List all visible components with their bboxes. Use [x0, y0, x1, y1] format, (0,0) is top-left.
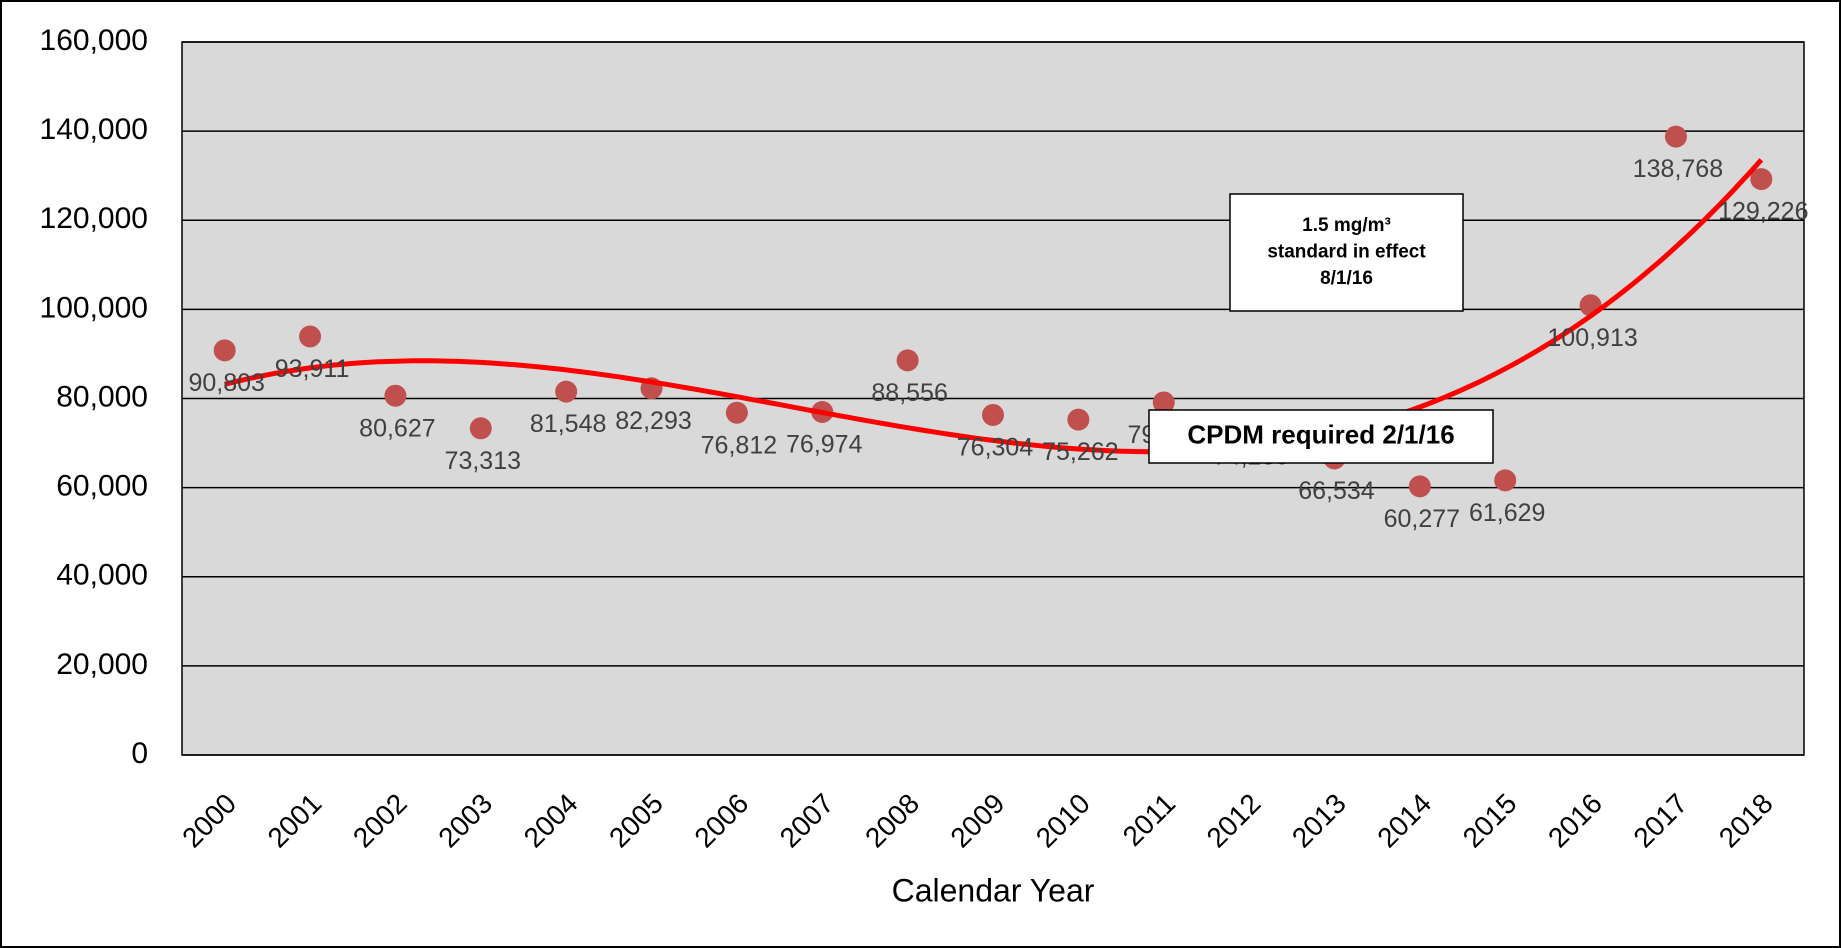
data-label: 82,293: [615, 407, 691, 435]
data-label: 60,277: [1384, 505, 1460, 533]
data-label: 81,548: [530, 410, 606, 438]
data-point: [213, 339, 236, 362]
data-point: [896, 349, 919, 372]
data-label: 61,629: [1469, 499, 1545, 527]
data-point: [384, 384, 407, 407]
y-tick-label: 80,000: [56, 380, 148, 413]
data-label: 75,262: [1042, 438, 1118, 466]
data-point: [725, 401, 748, 424]
annotation-text: 8/1/16: [1320, 268, 1373, 289]
y-tick-label: 40,000: [56, 559, 148, 592]
y-tick-label: 160,000: [40, 24, 148, 57]
annotation-text: CPDM required 2/1/16: [1187, 419, 1454, 449]
data-point: [1152, 391, 1175, 414]
y-tick-label: 120,000: [40, 202, 148, 235]
data-label: 90,803: [188, 369, 264, 397]
data-point: [1750, 168, 1773, 191]
data-label: 138,768: [1633, 155, 1723, 183]
data-label: 93,911: [275, 355, 350, 383]
annotation-text: 1.5 mg/m³: [1302, 215, 1391, 236]
y-tick-label: 0: [131, 737, 148, 770]
data-label: 76,304: [957, 434, 1034, 462]
data-point: [555, 380, 578, 403]
data-point: [469, 417, 492, 440]
annotation-text: standard in effect: [1267, 242, 1426, 263]
data-label: 76,812: [701, 431, 777, 459]
data-label: 73,313: [445, 447, 521, 475]
data-point: [1067, 408, 1090, 431]
data-point: [299, 325, 322, 348]
data-label: 100,913: [1547, 324, 1637, 352]
data-point: [982, 403, 1004, 426]
data-label: 66,534: [1298, 477, 1375, 505]
data-point: [1408, 475, 1431, 498]
plot-frame: [181, 41, 1805, 756]
trendline: [224, 158, 1764, 455]
annotation-box: [1148, 409, 1494, 464]
data-label: 88,556: [871, 379, 947, 407]
data-point: [1664, 125, 1687, 148]
data-label: 129,226: [1718, 198, 1808, 226]
data-label: 80,627: [359, 414, 435, 442]
y-tick-label: 60,000: [56, 470, 148, 503]
y-tick-label: 140,000: [40, 113, 148, 146]
x-axis-title: Calendar Year: [892, 872, 1095, 908]
y-tick-label: 100,000: [40, 291, 148, 324]
annotation-box: [1229, 193, 1464, 312]
y-tick-label: 20,000: [56, 648, 148, 681]
data-label: 76,974: [786, 431, 863, 459]
data-point: [1494, 469, 1517, 492]
